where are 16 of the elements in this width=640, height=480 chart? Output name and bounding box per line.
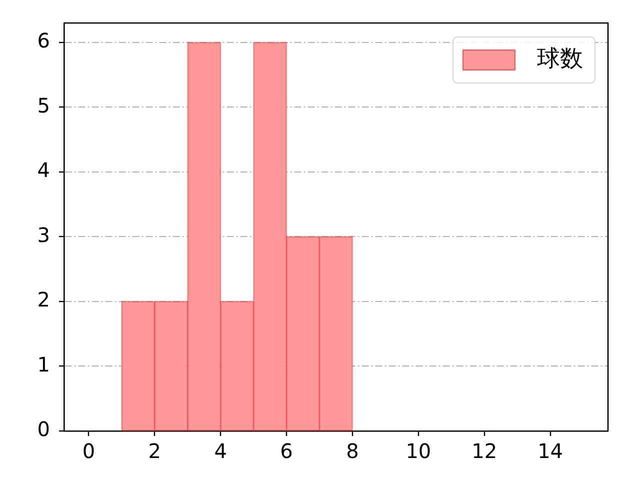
y-tick-label: 5 <box>37 93 50 118</box>
x-tick-label: 10 <box>406 439 432 464</box>
y-tick-label: 4 <box>37 158 50 182</box>
x-tick-label: 12 <box>472 439 498 464</box>
y-tick-label: 1 <box>37 352 50 376</box>
y-tick-label: 3 <box>37 222 50 247</box>
y-tick-label: 0 <box>37 417 50 442</box>
legend-label: 球数 <box>537 46 583 72</box>
y-tick-label: 6 <box>37 28 50 53</box>
x-tick-label: 0 <box>82 439 96 464</box>
x-tick-label: 4 <box>214 439 227 464</box>
x-tick-label: 14 <box>538 439 564 464</box>
x-tick-label: 8 <box>346 439 359 464</box>
y-tick-label: 2 <box>37 288 50 312</box>
x-tick-label: 2 <box>148 439 162 464</box>
x-tick-label: 6 <box>280 439 293 464</box>
